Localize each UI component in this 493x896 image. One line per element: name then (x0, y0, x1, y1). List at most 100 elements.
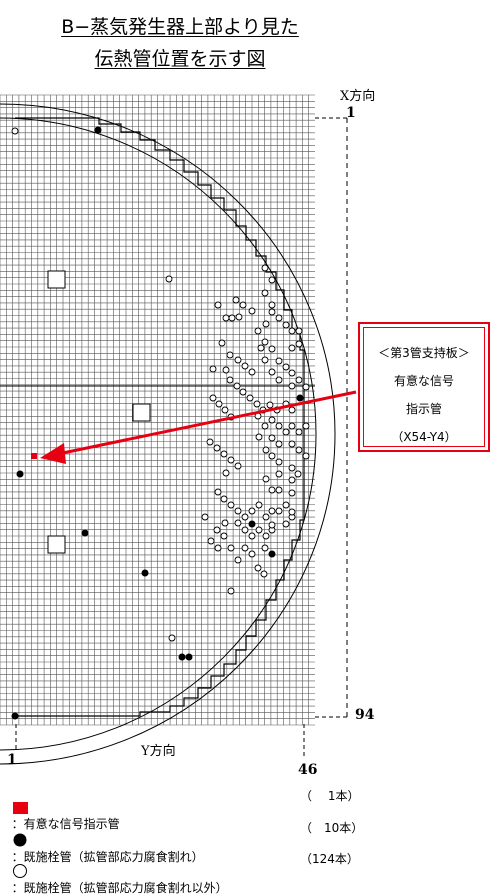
open-circle-marker (254, 327, 262, 335)
filled-circle-marker (81, 529, 89, 537)
open-circle-marker (260, 570, 268, 578)
open-circle-marker (288, 327, 296, 335)
open-circle-marker (268, 345, 276, 353)
open-circle-marker (11, 127, 19, 135)
legend-item-filled: ：既施栓管（拡管部応力腐食割れ） (4, 818, 204, 865)
open-circle-marker (288, 464, 296, 472)
open-circle-marker (268, 301, 276, 309)
support-box (47, 535, 66, 554)
filled-circle-icon (13, 833, 27, 847)
open-circle-marker (261, 264, 269, 272)
open-circle-marker (255, 526, 263, 534)
open-circle-marker (248, 507, 256, 515)
open-circle-marker (222, 314, 230, 322)
filled-circle-marker (141, 569, 149, 577)
open-circle-marker (255, 433, 263, 441)
open-circle-marker (214, 488, 222, 496)
legend-count: （ 1本） (300, 789, 360, 803)
open-circle-marker (282, 520, 290, 528)
filled-circle-marker (248, 520, 256, 528)
open-circle-marker (239, 301, 247, 309)
open-circle-marker (268, 434, 276, 442)
open-circle-marker (268, 521, 276, 529)
open-circle-marker (262, 446, 270, 454)
open-circle-marker (234, 356, 242, 364)
open-circle-marker (221, 519, 229, 527)
filled-circle-marker (11, 712, 19, 720)
tube-map-diagram (0, 94, 357, 765)
open-circle-marker (246, 394, 254, 402)
support-box (132, 403, 151, 422)
open-circle-marker (282, 321, 290, 329)
open-circle-marker (268, 276, 276, 284)
open-circle-marker (214, 544, 222, 552)
open-circle-marker (248, 550, 256, 558)
open-circle-marker (275, 507, 283, 515)
legend-item-open: ：既施栓管（拡管部応力腐食割れ以外） (4, 849, 228, 896)
callout-coordinate-label: （X54-Y4） (391, 430, 457, 444)
open-circle-marker (222, 366, 230, 374)
open-circle-marker (261, 338, 269, 346)
diagram-title-line1: B−蒸気発生器上部より見た (61, 16, 299, 38)
open-circle-marker (275, 376, 283, 384)
legend-count: （ 10本） (300, 821, 364, 835)
open-circle-marker (302, 422, 310, 430)
open-circle-marker (235, 313, 243, 321)
filled-circle-markers (11, 126, 304, 720)
open-circle-marker (220, 495, 228, 503)
open-circle-marker (295, 446, 303, 454)
legend-text: ：既施栓管（拡管部応力腐食割れ以外） (11, 881, 228, 895)
open-circle-marker (201, 513, 209, 521)
open-circle-marker (262, 513, 270, 521)
open-circle-marker (226, 376, 234, 384)
open-circle-marker (288, 489, 296, 497)
support-box (47, 270, 66, 289)
open-circle-marker (209, 394, 217, 402)
red-square-icon (12, 801, 28, 814)
open-circle-marker (233, 382, 241, 390)
open-circle-marker (222, 469, 230, 477)
open-circle-marker (234, 507, 242, 515)
open-circle-marker (282, 428, 290, 436)
x-direction-label: X方向 (340, 89, 376, 104)
open-circle-marker (168, 634, 176, 642)
open-circle-marker (213, 526, 221, 534)
open-circle-marker (288, 382, 296, 390)
open-circle-marker (288, 344, 296, 352)
open-circle-marker (275, 470, 283, 478)
open-circle-marker (275, 440, 283, 448)
open-circle-marker (268, 452, 276, 460)
signal-callout-box: ＜第3管支持板＞ 有意な信号 指示管 （X54-Y4） (358, 322, 490, 452)
open-circle-marker (220, 450, 228, 458)
open-circle-marker (275, 486, 283, 494)
legend-text: ：有意な信号指示管 (11, 816, 120, 831)
callout-tube-label: 指示管 (405, 402, 442, 416)
open-circle-marker (220, 532, 228, 540)
open-circle-marker (232, 296, 240, 304)
open-circle-marker (275, 314, 283, 322)
signal-arrow-head (40, 443, 66, 464)
open-circle-marker (262, 532, 270, 540)
open-circle-marker (268, 368, 276, 376)
open-circle-marker (254, 564, 262, 572)
open-circle-marker (275, 422, 283, 430)
filled-circle-marker (94, 126, 102, 134)
shell-arc-outer (0, 103, 336, 765)
legend-count: （124本） (300, 852, 359, 866)
shell-arc-inner (0, 117, 317, 751)
open-circle-marker (241, 544, 249, 552)
open-circle-marker (268, 507, 276, 515)
open-circle-marker (275, 458, 283, 466)
open-circle-marker (261, 289, 269, 297)
open-circle-marker (248, 368, 256, 376)
open-circle-marker (288, 508, 296, 516)
open-circle-marker (288, 440, 296, 448)
open-circle-marker (268, 416, 276, 424)
legend-item-signal: ：有意な信号指示管 (4, 786, 120, 832)
open-circle-marker (215, 400, 223, 408)
open-circle-marker (262, 475, 270, 483)
open-circle-marker (165, 275, 173, 283)
open-circle-marker (227, 501, 235, 509)
open-circle-marker (221, 406, 229, 414)
open-circle-marker (248, 532, 256, 540)
